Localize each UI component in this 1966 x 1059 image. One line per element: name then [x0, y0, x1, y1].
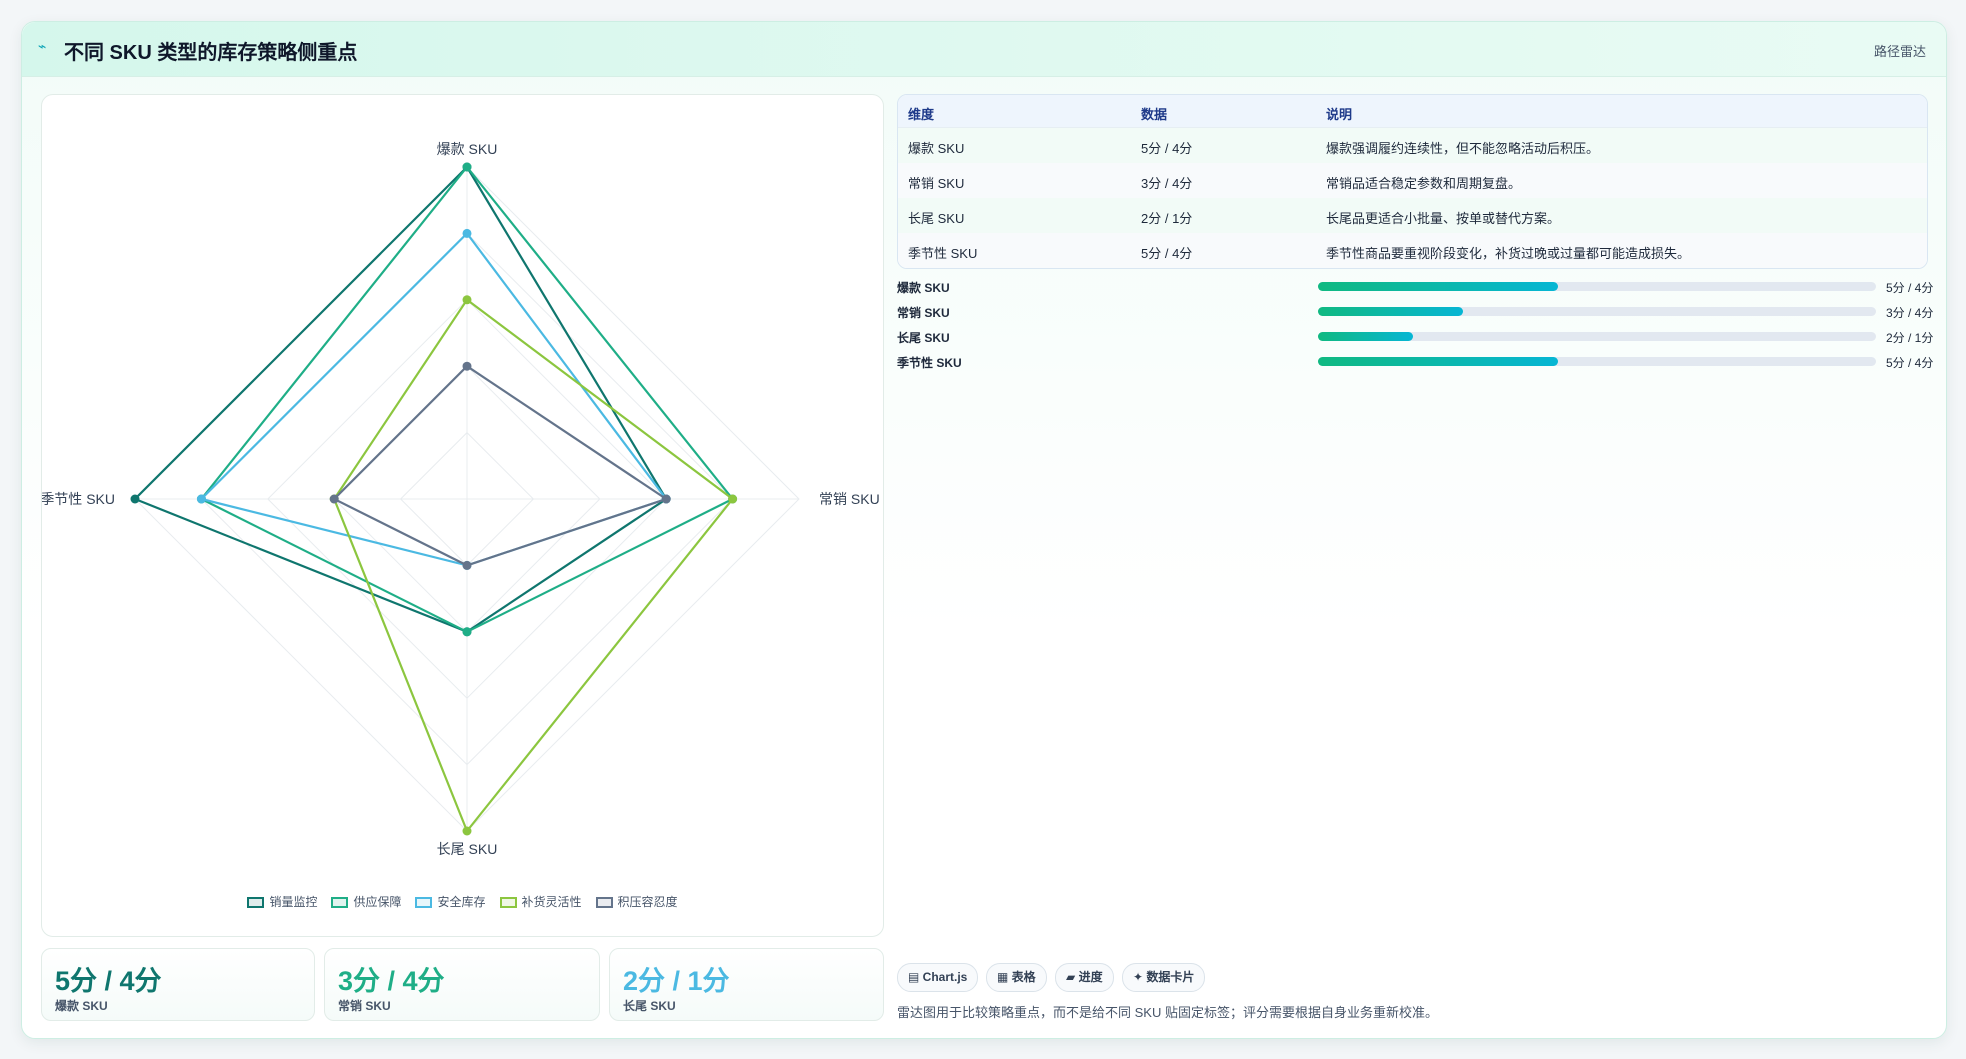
- progress-label: 爆款 SKU: [897, 281, 950, 295]
- legend-item: 补货灵活性: [499, 893, 582, 910]
- table-cell: 5分 / 4分: [1141, 141, 1193, 156]
- table-cell: 常销品适合稳定参数和周期复盘。: [1326, 176, 1522, 191]
- table-row: 常销 SKU 3分 / 4分 常销品适合稳定参数和周期复盘。: [898, 163, 1927, 199]
- legend-label: 销量监控: [269, 895, 318, 909]
- legend-swatch: [499, 897, 517, 908]
- kpi-value: 2分 / 1分: [623, 966, 730, 996]
- table: 维度 数据 说明爆款 SKU 5分 / 4分 爆款强调履约连续性，但不能忽略活动后积压。…: [897, 94, 1928, 269]
- legend-swatch: [415, 897, 433, 908]
- column-header: 维度: [908, 107, 935, 122]
- progress-value: 5分 / 4分: [1886, 356, 1934, 370]
- legend-label: 供应保障: [353, 895, 402, 909]
- table-cell: 2分 / 1分: [1141, 211, 1193, 226]
- radar-point: [462, 826, 472, 836]
- chip[interactable]: ▰ 进度: [1055, 963, 1114, 992]
- radar-panel: 爆款 SKU 常销 SKU 长尾 SKU 季节性 SKU 销量监控 供应保障 安全库存 补货…: [41, 94, 884, 937]
- badge: 路径雷达: [1873, 44, 1926, 59]
- header: ⌁ 不同 SKU 类型的库存策略侧重点 路径雷达: [22, 22, 1946, 77]
- kpi-value: 5分 / 4分: [55, 966, 162, 996]
- table-row: 季节性 SKU 5分 / 4分 季节性商品要重视阶段变化，补货过晚或过量都可能造成损…: [898, 233, 1927, 268]
- kpi-label: 长尾 SKU: [623, 999, 676, 1013]
- radar-point: [462, 361, 472, 371]
- radar-point: [130, 494, 140, 504]
- legend-item: 安全库存: [415, 893, 486, 910]
- table-row: 爆款 SKU 5分 / 4分 爆款强调履约连续性，但不能忽略活动后积压。: [898, 128, 1927, 164]
- legend-label: 补货灵活性: [521, 895, 582, 909]
- progress-fill: [1318, 307, 1464, 316]
- progress-track: [1318, 282, 1876, 291]
- header-icon: ⌁: [38, 38, 47, 54]
- footnote: 雷达图用于比较策略重点，而不是给不同 SKU 贴固定标签；评分需要根据自身业务重…: [897, 1005, 1438, 1020]
- radar-point: [462, 627, 472, 637]
- progress-fill: [1318, 332, 1413, 341]
- radar-point: [462, 560, 472, 570]
- legend-label: 安全库存: [437, 895, 486, 909]
- progress-row: 常销 SKU 3分 / 4分: [897, 302, 1937, 322]
- table-cell: 3分 / 4分: [1141, 176, 1193, 191]
- kpi-card: 5分 / 4分爆款 SKU: [41, 948, 315, 1021]
- axis-label: 长尾 SKU: [437, 841, 498, 857]
- legend-swatch: [331, 897, 349, 908]
- table-cell: 常销 SKU: [908, 176, 965, 191]
- progress-label: 常销 SKU: [897, 306, 950, 320]
- axis-label: 常销 SKU: [819, 491, 880, 507]
- radar-point: [462, 295, 472, 305]
- kpi-card: 3分 / 4分常销 SKU: [324, 948, 600, 1021]
- table-row: 长尾 SKU 2分 / 1分 长尾品更适合小批量、按单或替代方案。: [898, 198, 1927, 234]
- radar-point: [329, 494, 339, 504]
- legend-item: 积压容忍度: [595, 893, 678, 910]
- progress-label: 长尾 SKU: [897, 331, 950, 345]
- table-cell: 爆款强调履约连续性，但不能忽略活动后积压。: [1326, 141, 1600, 156]
- kpi-label: 爆款 SKU: [55, 999, 108, 1013]
- table-cell: 季节性 SKU: [908, 246, 978, 261]
- radar-point: [661, 494, 671, 504]
- progress-value: 3分 / 4分: [1886, 306, 1934, 320]
- table-header: 维度 数据 说明: [898, 95, 1927, 128]
- axis-label: 季节性 SKU: [42, 491, 115, 507]
- legend-swatch: [247, 897, 265, 908]
- radar-point: [462, 162, 472, 172]
- progress-track: [1318, 332, 1876, 341]
- progress-label: 季节性 SKU: [897, 356, 962, 370]
- radar-point: [462, 228, 472, 238]
- column-header: 数据: [1141, 107, 1168, 122]
- chip[interactable]: ▤ Chart.js: [897, 963, 979, 992]
- legend-item: 销量监控: [247, 893, 317, 910]
- progress-track: [1318, 307, 1876, 316]
- progress-value: 2分 / 1分: [1886, 331, 1934, 345]
- radar-chart: 爆款 SKU 常销 SKU 长尾 SKU 季节性 SKU: [42, 141, 880, 857]
- column-header: 说明: [1326, 107, 1353, 122]
- kpi-label: 常销 SKU: [338, 999, 391, 1013]
- progress-fill: [1318, 357, 1558, 366]
- table-cell: 爆款 SKU: [908, 141, 965, 156]
- kpi-value: 3分 / 4分: [338, 966, 445, 996]
- legend: 销量监控 供应保障 安全库存 补货灵活性 积压容忍度: [42, 893, 883, 910]
- legend-item: 供应保障: [331, 893, 401, 910]
- chip[interactable]: ▦ 表格: [986, 963, 1047, 992]
- kpi-card: 2分 / 1分长尾 SKU: [609, 948, 884, 1021]
- table-cell: 长尾品更适合小批量、按单或替代方案。: [1326, 211, 1561, 226]
- table-cell: 5分 / 4分: [1141, 246, 1193, 261]
- table-cell: 季节性商品要重视阶段变化，补货过晚或过量都可能造成损失。: [1326, 246, 1691, 261]
- legend-swatch: [595, 897, 613, 908]
- progress-value: 5分 / 4分: [1886, 281, 1934, 295]
- card: ⌁ 不同 SKU 类型的库存策略侧重点 路径雷达 爆款 SKU 常销 SKU 长尾 …: [21, 21, 1947, 1039]
- progress-track: [1318, 357, 1876, 366]
- progress-row: 季节性 SKU 5分 / 4分: [897, 352, 1937, 372]
- progress-row: 爆款 SKU 5分 / 4分: [897, 277, 1937, 297]
- chip[interactable]: ✦ 数据卡片: [1122, 963, 1206, 992]
- table-cell: 长尾 SKU: [908, 211, 965, 226]
- axis-label: 爆款 SKU: [437, 141, 498, 157]
- progress-fill: [1318, 282, 1558, 291]
- radar-point: [728, 494, 738, 504]
- radar-point: [196, 494, 206, 504]
- progress-row: 长尾 SKU 2分 / 1分: [897, 327, 1937, 347]
- title: 不同 SKU 类型的库存策略侧重点: [64, 42, 358, 64]
- legend-label: 积压容忍度: [617, 895, 678, 909]
